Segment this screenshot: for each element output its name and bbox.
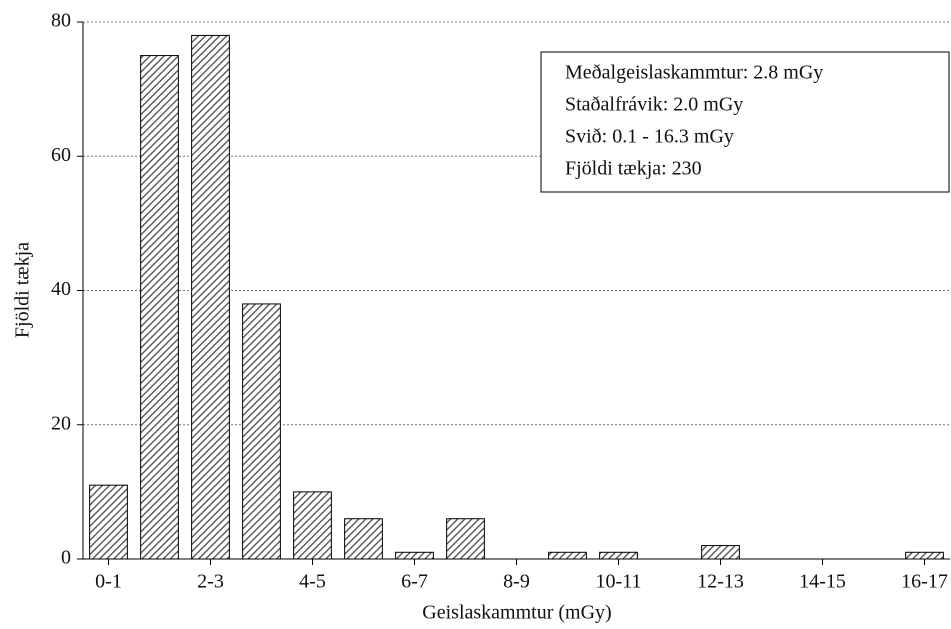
annotation-text: Meðalgeislaskammtur: 2.8 mGy <box>565 62 823 84</box>
bar <box>191 34 230 560</box>
x-tick-label: 4-5 <box>299 571 326 593</box>
bar <box>395 551 434 560</box>
bar <box>701 545 740 560</box>
bar <box>89 484 128 560</box>
x-tick-label: 0-1 <box>95 571 122 593</box>
y-tick-label: 0 <box>61 547 71 569</box>
annotation-box <box>540 51 950 193</box>
bar <box>293 491 332 560</box>
bar <box>242 303 281 560</box>
bar <box>446 518 485 560</box>
x-axis-label: Geislaskammtur (mGy) <box>422 602 611 624</box>
x-tick-label: 2-3 <box>197 571 224 593</box>
annotation-text: Fjöldi tækja: 230 <box>565 158 702 180</box>
x-tick-label: 16-17 <box>901 571 948 593</box>
x-tick-label: 14-15 <box>799 571 846 593</box>
y-tick-label: 40 <box>51 278 71 300</box>
y-tick-label: 60 <box>51 144 71 166</box>
bar <box>548 551 587 560</box>
bar <box>344 518 383 560</box>
y-tick-label: 20 <box>51 412 71 434</box>
x-tick-label: 6-7 <box>401 571 428 593</box>
x-tick-label: 10-11 <box>596 571 642 593</box>
x-tick-label: 12-13 <box>697 571 744 593</box>
annotation-text: Staðalfrávik: 2.0 mGy <box>565 94 743 116</box>
bar <box>905 551 944 560</box>
y-tick-label: 80 <box>51 10 71 32</box>
bar <box>140 55 179 560</box>
y-axis-label: Fjöldi tækja <box>12 242 34 338</box>
bar <box>599 551 638 560</box>
x-tick-label: 8-9 <box>503 571 530 593</box>
annotation-text: Svið: 0.1 - 16.3 mGy <box>565 126 734 148</box>
